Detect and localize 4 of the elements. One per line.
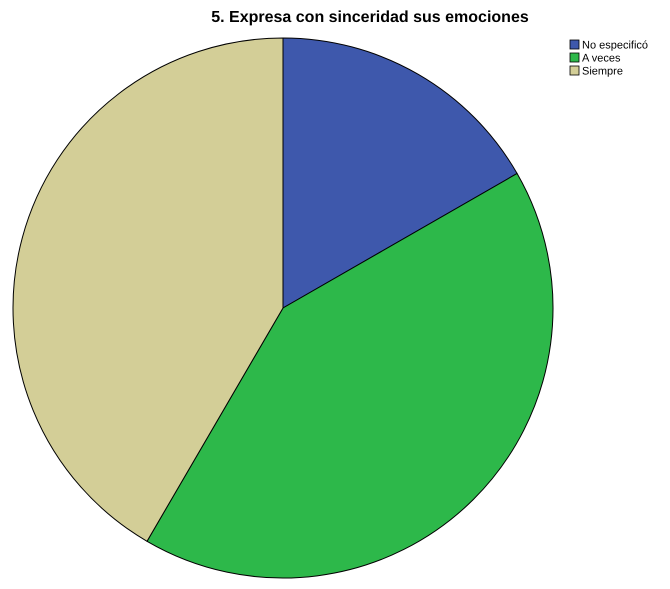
legend-label: No especificó bbox=[582, 40, 648, 52]
chart-title: 5. Expresa con sinceridad sus emociones bbox=[211, 9, 529, 26]
legend-label: Siempre bbox=[582, 66, 623, 78]
legend-label: A veces bbox=[582, 52, 622, 64]
